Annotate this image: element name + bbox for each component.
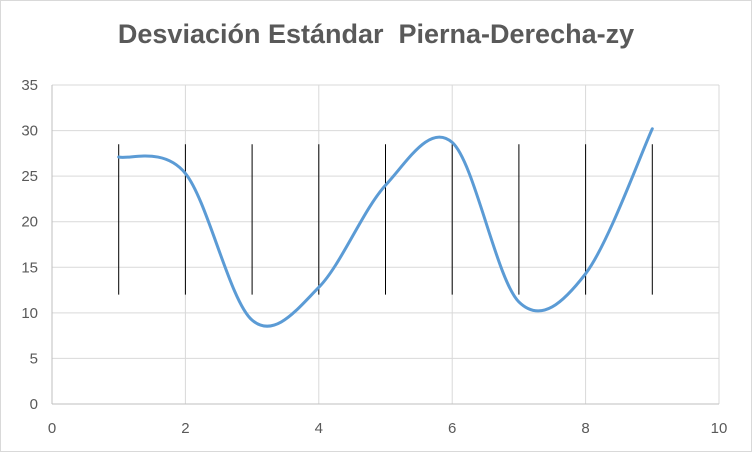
axes bbox=[51, 85, 719, 405]
y-tick-label: 35 bbox=[21, 77, 38, 94]
x-tick-label: 2 bbox=[181, 420, 189, 437]
x-tick-label: 6 bbox=[448, 420, 456, 437]
chart-title: Desviación Estándar Pierna-Derecha-zy bbox=[117, 19, 635, 49]
y-tick-label: 25 bbox=[21, 168, 38, 185]
y-tick-label: 10 bbox=[21, 305, 38, 322]
x-tick-label: 8 bbox=[581, 420, 589, 437]
series-line bbox=[117, 127, 654, 328]
y-tick-label: 30 bbox=[21, 123, 38, 140]
x-tick-label: 10 bbox=[711, 420, 728, 437]
y-tick-label: 20 bbox=[21, 214, 38, 231]
x-tick-label: 0 bbox=[48, 420, 56, 437]
y-tick-label: 15 bbox=[21, 259, 38, 276]
y-tick-label: 5 bbox=[30, 350, 38, 367]
error-bars bbox=[118, 144, 653, 295]
x-tick-label: 4 bbox=[315, 420, 323, 437]
series-lines bbox=[117, 127, 654, 328]
tick-labels: 0 5 10 15 20 25 30 35 0 2 4 6 8 10 bbox=[21, 77, 727, 437]
y-tick-label: 0 bbox=[30, 396, 38, 413]
